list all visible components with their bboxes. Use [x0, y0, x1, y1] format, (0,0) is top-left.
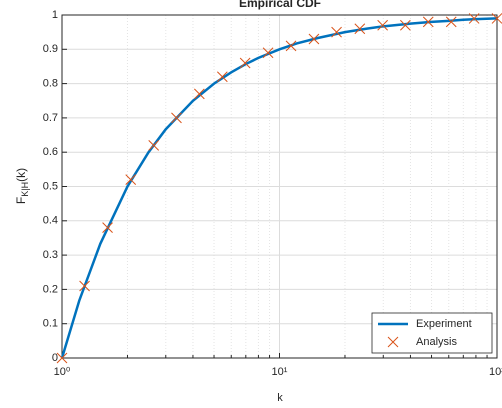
- y-label-sub: K|H: [20, 182, 30, 197]
- marker: [102, 222, 113, 234]
- marker: [468, 13, 480, 24]
- x-tick-label: 10⁰: [54, 366, 71, 378]
- marker: [193, 88, 205, 100]
- y-tick-label: 0.3: [43, 249, 58, 261]
- marker: [56, 352, 68, 364]
- marker: [422, 16, 434, 28]
- marker: [308, 33, 320, 45]
- x-tick-label: 10²: [489, 366, 502, 378]
- marker: [491, 13, 502, 24]
- marker: [79, 280, 90, 292]
- legend-box: [371, 312, 493, 354]
- y-tick-label: 0.4: [43, 215, 58, 227]
- x-tick-label: 10¹: [272, 366, 288, 378]
- legend-label: Analysis: [416, 336, 457, 348]
- marker: [262, 47, 274, 59]
- y-tick-label: 0.2: [43, 283, 58, 295]
- marker: [331, 26, 342, 38]
- marker: [354, 23, 366, 35]
- marker: [216, 71, 228, 83]
- marker: [148, 139, 160, 151]
- y-tick-label: 0.7: [43, 112, 58, 124]
- marker: [239, 57, 251, 69]
- y-tick-label: 0.8: [43, 78, 58, 90]
- marker: [171, 112, 182, 124]
- marker: [400, 19, 411, 31]
- y-tick-label: 1: [52, 9, 58, 21]
- legend-label: Experiment: [416, 318, 472, 330]
- chart-title: Empirical CDF: [239, 0, 321, 10]
- marker: [387, 336, 399, 348]
- y-tick-label: 0.1: [43, 318, 58, 330]
- marker: [377, 19, 388, 31]
- y-label-main: F: [14, 197, 28, 204]
- x-axis-label: k: [277, 392, 283, 404]
- y-tick-label: 0.6: [43, 146, 58, 158]
- marker: [285, 40, 297, 52]
- y-axis-label: FK|H(k): [14, 168, 30, 204]
- y-tick-label: 0.9: [43, 43, 58, 55]
- axes-box: [61, 14, 498, 359]
- y-tick-label: 0: [52, 352, 58, 364]
- series-line: [60, 17, 498, 359]
- y-tick-label: 0.5: [43, 180, 58, 192]
- y-label-tail: (k): [14, 168, 28, 182]
- marker: [125, 174, 137, 185]
- marker: [445, 16, 457, 28]
